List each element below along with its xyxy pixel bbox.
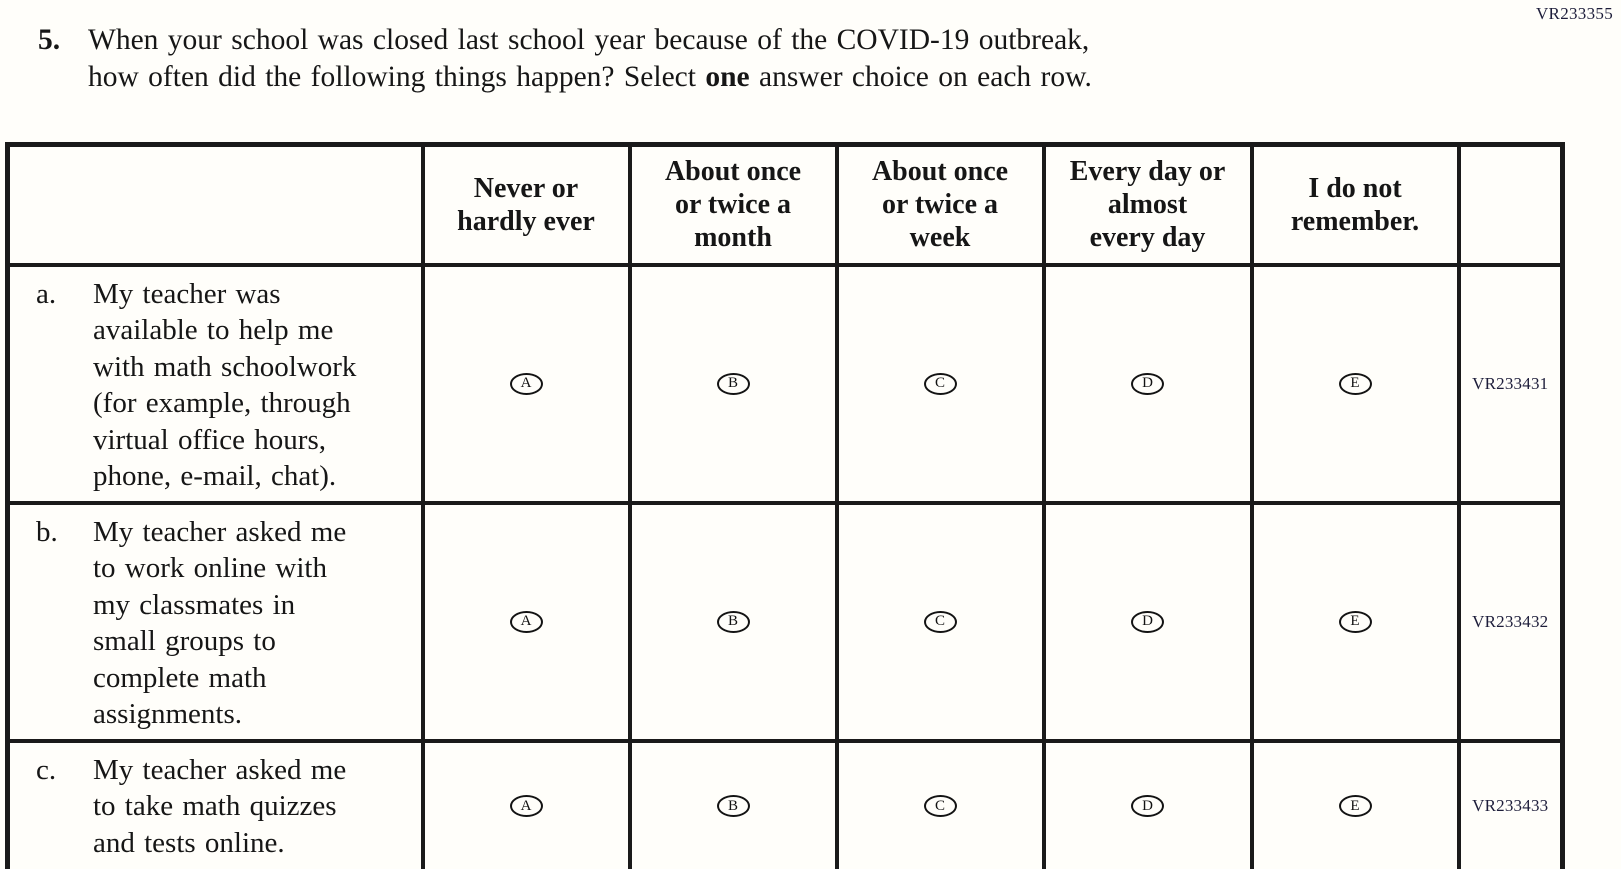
question-line2-after: answer choice on each row. [749,61,1092,93]
option-bubble-b[interactable]: B [716,610,750,633]
option-bubble-e[interactable]: E [1338,372,1372,395]
header-row: Never or hardly ever About once or twice… [5,142,1565,267]
option-bubble-c[interactable]: C [923,372,957,395]
table-row-c: c. My teacher asked me to take math quiz… [5,738,1565,869]
option-bubble-d[interactable]: D [1131,795,1164,818]
header-once-twice-month: About once or twice a month [627,142,839,267]
option-bubble-e[interactable]: E [1338,610,1372,633]
table-row-a: a. My teacher was available to help me w… [5,262,1565,505]
row-letter: c. [36,753,57,786]
row-form-code: VR233433 [1456,738,1565,869]
row-statement: My teacher was available to help me with… [93,277,357,493]
option-bubble-d[interactable]: D [1131,610,1164,633]
bubble-cell: A [420,500,632,743]
question-number: 5. [38,24,61,56]
option-bubble-c[interactable]: C [923,610,957,633]
header-never-or-hardly-ever: Never or hardly ever [420,142,632,267]
header-every-day: Every day or almost every day [1041,142,1254,267]
bubble-cell: C [834,738,1046,869]
question-line1: When your school was closed last school … [88,24,1090,56]
option-bubble-b[interactable]: B [716,372,750,395]
header-label: About once or twice a week [871,156,1009,254]
question-bold-word: one [705,61,750,93]
bubble-cell: C [834,500,1046,743]
statement-cell-b: b. My teacher asked me to work online wi… [5,500,425,743]
option-bubble-a[interactable]: A [509,610,543,633]
option-bubble-e[interactable]: E [1338,795,1372,818]
row-letter: b. [36,515,58,548]
page-form-code: VR233355 [1535,4,1613,23]
header-label: About once or twice a month [664,156,802,254]
option-bubble-c[interactable]: C [923,795,957,818]
header-empty-code [1456,142,1565,267]
bubble-cell: B [627,738,839,869]
header-label: Never or hardly ever [457,172,595,237]
question-block: 5. When your school was closed last scho… [38,22,1092,96]
option-bubble-a[interactable]: A [509,372,543,395]
question-text: When your school was closed last school … [88,22,1092,96]
option-bubble-d[interactable]: D [1131,372,1164,395]
question-line2-before: how often did the following things happe… [88,61,706,93]
bubble-cell: B [627,500,839,743]
header-empty-statement [5,142,425,267]
row-statement: My teacher asked me to take math quizzes… [93,753,347,859]
statement-cell-c: c. My teacher asked me to take math quiz… [5,738,425,869]
option-bubble-a[interactable]: A [509,795,543,818]
header-do-not-remember: I do not remember. [1249,142,1461,267]
bubble-cell: E [1249,500,1461,743]
row-statement: My teacher asked me to work online with … [93,515,347,731]
table-row-b: b. My teacher asked me to work online wi… [5,500,1565,743]
row-letter: a. [36,277,57,310]
bubble-cell: E [1249,262,1461,505]
row-form-code: VR233432 [1456,500,1565,743]
statement-cell-a: a. My teacher was available to help me w… [5,262,425,505]
option-bubble-b[interactable]: B [716,795,750,818]
bubble-cell: D [1041,262,1254,505]
response-grid: Never or hardly ever About once or twice… [5,142,1565,869]
bubble-cell: D [1041,500,1254,743]
bubble-cell: A [420,738,632,869]
header-once-twice-week: About once or twice a week [834,142,1046,267]
bubble-cell: C [834,262,1046,505]
header-label: I do not remember. [1290,172,1420,237]
header-label: Every day or almost every day [1069,156,1226,254]
bubble-cell: B [627,262,839,505]
row-form-code: VR233431 [1456,262,1565,505]
bubble-cell: D [1041,738,1254,869]
bubble-cell: A [420,262,632,505]
bubble-cell: E [1249,738,1461,869]
